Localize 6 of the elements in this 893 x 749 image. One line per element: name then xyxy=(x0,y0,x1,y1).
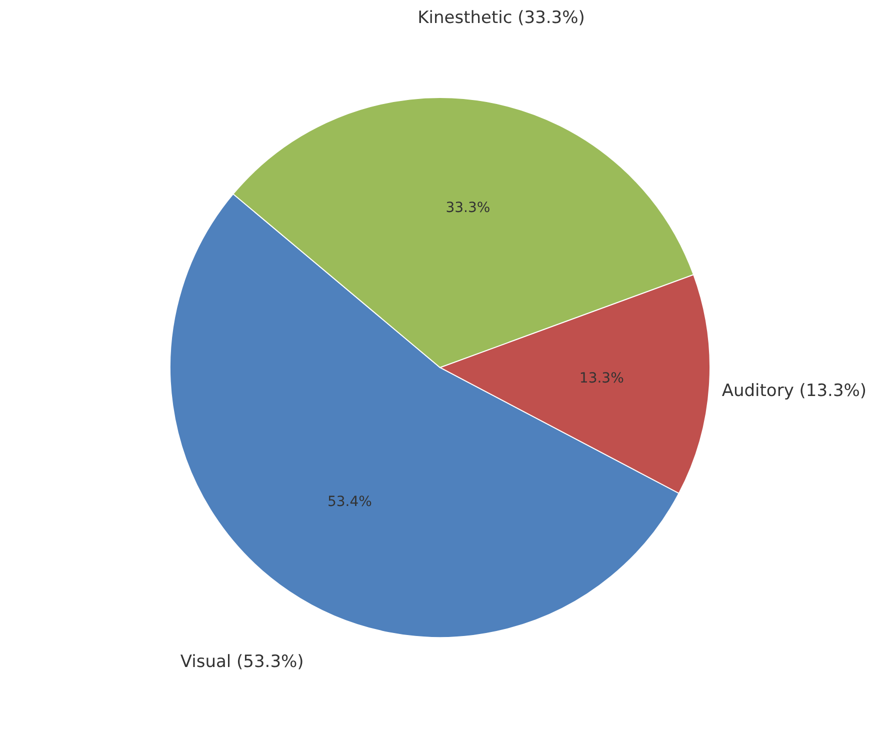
data-label: 13.3% xyxy=(579,370,624,386)
slice-label: Visual (53.3%) xyxy=(180,652,304,672)
data-label: 53.4% xyxy=(327,494,372,510)
slice-label: Kinesthetic (33.3%) xyxy=(418,8,585,28)
data-label: 33.3% xyxy=(446,200,490,216)
slice-label: Auditory (13.3%) xyxy=(722,381,867,402)
